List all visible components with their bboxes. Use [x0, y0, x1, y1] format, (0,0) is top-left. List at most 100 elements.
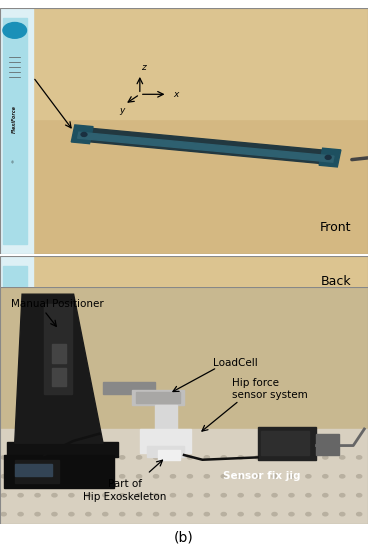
- Circle shape: [323, 475, 328, 478]
- Circle shape: [103, 493, 108, 497]
- Bar: [33, 8, 368, 119]
- Circle shape: [120, 475, 125, 478]
- Text: z: z: [141, 63, 146, 72]
- Circle shape: [137, 475, 142, 478]
- Circle shape: [306, 493, 311, 497]
- Circle shape: [35, 493, 40, 497]
- Text: (b): (b): [174, 531, 194, 545]
- Circle shape: [272, 493, 277, 497]
- Circle shape: [69, 456, 74, 459]
- Circle shape: [187, 493, 192, 497]
- Circle shape: [323, 513, 328, 516]
- Polygon shape: [15, 294, 103, 443]
- Circle shape: [187, 456, 192, 459]
- Bar: [258, 427, 316, 460]
- Circle shape: [255, 493, 260, 497]
- Circle shape: [153, 493, 159, 497]
- Circle shape: [153, 475, 159, 478]
- Bar: [52, 344, 66, 363]
- Bar: [4, 455, 114, 488]
- Text: Manual Positioner: Manual Positioner: [11, 299, 104, 309]
- Circle shape: [340, 475, 345, 478]
- Bar: [155, 405, 177, 434]
- Circle shape: [86, 493, 91, 497]
- Circle shape: [18, 513, 23, 516]
- Text: y: y: [119, 106, 125, 116]
- Text: Back: Back: [321, 276, 351, 288]
- Circle shape: [103, 456, 108, 459]
- Bar: [33, 256, 368, 366]
- Circle shape: [357, 475, 362, 478]
- Bar: [319, 148, 341, 167]
- Circle shape: [137, 513, 142, 516]
- Bar: [147, 446, 184, 458]
- Circle shape: [52, 456, 57, 459]
- Bar: [316, 434, 339, 455]
- Circle shape: [221, 475, 226, 478]
- Circle shape: [204, 456, 209, 459]
- Circle shape: [81, 373, 86, 377]
- Circle shape: [153, 513, 159, 516]
- Circle shape: [289, 513, 294, 516]
- Circle shape: [86, 513, 91, 516]
- Circle shape: [306, 513, 311, 516]
- Circle shape: [86, 475, 91, 478]
- Circle shape: [204, 493, 209, 497]
- Bar: [78, 132, 334, 162]
- Circle shape: [120, 456, 125, 459]
- Text: x: x: [173, 90, 178, 99]
- Circle shape: [340, 513, 345, 516]
- Bar: [3, 266, 27, 492]
- Circle shape: [289, 456, 294, 459]
- Circle shape: [255, 456, 260, 459]
- Circle shape: [137, 456, 142, 459]
- Circle shape: [323, 456, 328, 459]
- Circle shape: [204, 513, 209, 516]
- Circle shape: [103, 513, 108, 516]
- Circle shape: [18, 493, 23, 497]
- Bar: [44, 304, 72, 394]
- Bar: [77, 373, 335, 397]
- Circle shape: [340, 456, 345, 459]
- Circle shape: [238, 475, 243, 478]
- Circle shape: [221, 513, 226, 516]
- Circle shape: [289, 493, 294, 497]
- Text: Front: Front: [320, 222, 351, 234]
- Text: |||: |||: [12, 395, 18, 401]
- Circle shape: [357, 456, 362, 459]
- Circle shape: [1, 513, 6, 516]
- Circle shape: [69, 513, 74, 516]
- Text: FlexiForce: FlexiForce: [11, 105, 17, 133]
- Circle shape: [1, 456, 6, 459]
- Bar: [0, 429, 368, 524]
- Bar: [103, 382, 155, 394]
- Circle shape: [326, 390, 332, 394]
- Circle shape: [238, 456, 243, 459]
- Circle shape: [86, 456, 91, 459]
- Circle shape: [187, 475, 192, 478]
- Circle shape: [170, 493, 176, 497]
- Circle shape: [137, 493, 142, 497]
- Circle shape: [35, 513, 40, 516]
- Circle shape: [238, 493, 243, 497]
- Circle shape: [306, 456, 311, 459]
- Bar: [158, 450, 180, 460]
- Circle shape: [272, 456, 277, 459]
- Circle shape: [221, 493, 226, 497]
- Circle shape: [81, 133, 87, 136]
- Circle shape: [255, 475, 260, 478]
- Circle shape: [52, 475, 57, 478]
- Bar: [15, 464, 52, 476]
- Text: FSR sensor: FSR sensor: [52, 448, 109, 458]
- Bar: [71, 125, 93, 144]
- Bar: [71, 366, 92, 384]
- Circle shape: [103, 475, 108, 478]
- Bar: [140, 429, 191, 453]
- Bar: [136, 392, 180, 403]
- Circle shape: [357, 493, 362, 497]
- Circle shape: [204, 475, 209, 478]
- Bar: [0, 287, 368, 434]
- Bar: [4, 390, 28, 408]
- Text: Hip force
sensor system: Hip force sensor system: [232, 378, 308, 400]
- Text: Part of
Hip Exoskeleton: Part of Hip Exoskeleton: [84, 479, 167, 502]
